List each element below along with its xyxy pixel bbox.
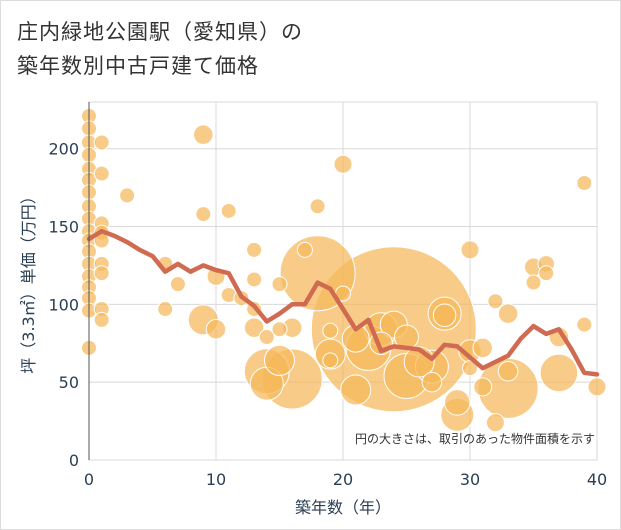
x-tick-label: 30: [460, 470, 480, 489]
bubble: [538, 265, 555, 282]
trend-line: [86, 228, 600, 377]
x-tick-label: 20: [333, 470, 353, 489]
bubble: [497, 303, 519, 324]
y-tick-label: 200: [48, 140, 79, 159]
bubble: [119, 187, 136, 204]
y-tick-label: 50: [59, 373, 79, 392]
bubble: [421, 371, 443, 393]
bubble: [93, 311, 110, 328]
size-note: 円の大きさは、取引のあった物件面積を示す: [355, 431, 595, 446]
y-tick-label: 100: [48, 295, 79, 314]
bubble: [271, 321, 288, 338]
chart-title-line2: 築年数別中古戸建て価格: [17, 54, 259, 78]
bubble: [576, 316, 593, 333]
x-tick-label: 40: [587, 470, 607, 489]
bubble: [193, 124, 214, 145]
x-tick-label: 10: [206, 470, 226, 489]
bubble: [587, 377, 607, 397]
bubble: [157, 301, 174, 318]
axes: 0 10 20 30 40 0 50 100 150 200: [48, 102, 607, 489]
x-tick-label: 0: [84, 470, 94, 489]
chart-title: 庄内緑地公園駅（愛知県）の 築年数別中古戸建て価格: [17, 15, 303, 83]
y-tick-label: 150: [48, 218, 79, 237]
bubble: [340, 374, 372, 406]
bubble: [264, 344, 295, 376]
bubble: [93, 134, 110, 151]
bubble: [205, 319, 227, 340]
bubble: [444, 389, 471, 416]
y-tick-label: 0: [69, 451, 79, 470]
bubble: [462, 360, 478, 377]
chart-title-line1: 庄内緑地公園駅（愛知県）の: [17, 20, 303, 44]
bubble: [539, 353, 579, 393]
bubble: [169, 276, 186, 293]
bubble: [322, 352, 339, 369]
x-axis-label: 築年数（年）: [295, 498, 391, 517]
bubble: [460, 240, 480, 260]
trend-line-group: [86, 228, 600, 377]
bubble: [93, 265, 110, 282]
bubble: [473, 377, 493, 397]
bubble: [271, 276, 288, 293]
bubble: [258, 329, 275, 346]
bubble: [195, 206, 212, 223]
bubble: [487, 293, 504, 310]
bubble: [485, 413, 505, 433]
bubble: [246, 241, 263, 258]
bubble: [93, 165, 110, 182]
bubble: [220, 202, 237, 219]
bubble: [296, 241, 313, 258]
bubble: [322, 322, 339, 339]
bubbles: [81, 108, 607, 433]
y-axis-label: 坪（3.3㎡）単価（万円）: [19, 188, 38, 373]
bubble: [333, 154, 353, 174]
bubble: [309, 198, 326, 215]
bubble: [525, 274, 542, 291]
bubble: [576, 174, 593, 191]
bubble: [432, 303, 457, 327]
bubble: [497, 361, 519, 382]
bubble: [243, 317, 265, 338]
bubble: [472, 337, 493, 359]
bubble: [246, 271, 263, 288]
